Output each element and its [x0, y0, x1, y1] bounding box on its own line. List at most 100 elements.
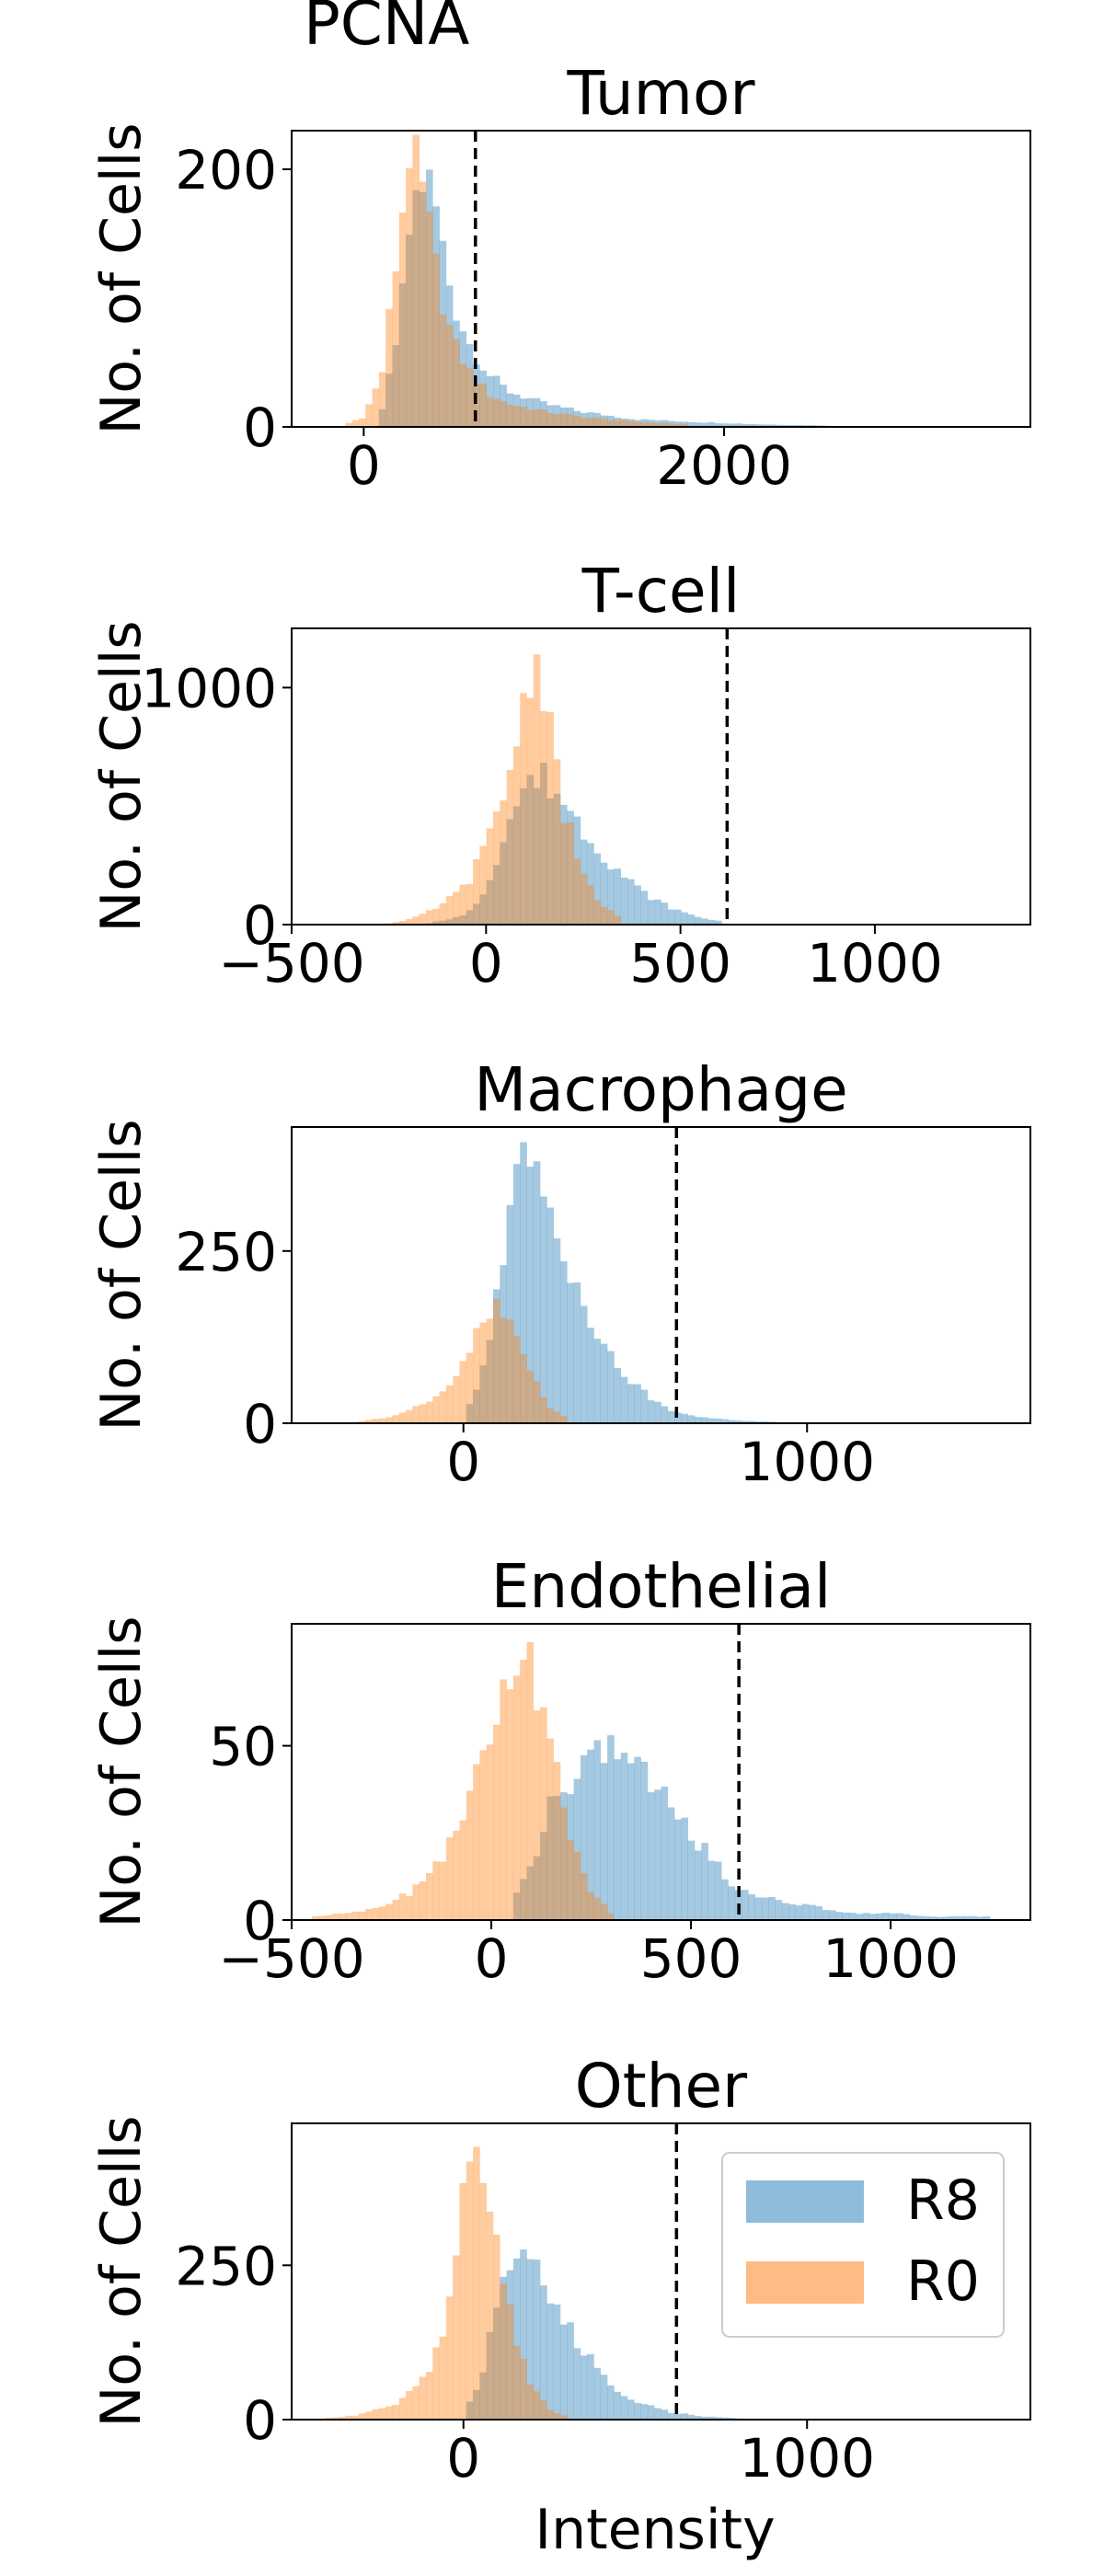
histogram-bar: [829, 1910, 836, 1920]
histogram-bar: [634, 421, 641, 427]
histogram-bar: [580, 412, 588, 427]
histogram-bar: [593, 1897, 602, 1920]
histogram-bar: [795, 1905, 803, 1920]
histogram-bar: [600, 415, 608, 427]
y-tick-label: 0: [243, 1890, 277, 1952]
histogram-bar: [426, 2372, 433, 2420]
histogram-bar: [587, 1328, 594, 1423]
histogram-bar: [614, 2391, 621, 2420]
y-tick-label: 50: [209, 1716, 277, 1778]
panel-macrophage: Macrophage No. of Cells 0 1000 0 250: [89, 1054, 1031, 1493]
histogram-bar: [512, 2345, 521, 2420]
histogram-bar: [439, 920, 447, 925]
histogram-bar: [788, 1903, 796, 1920]
histogram-bar: [553, 414, 561, 427]
histogram-bar: [398, 1893, 407, 1920]
histogram-bar: [540, 1832, 547, 1920]
histogram-bar: [466, 1352, 474, 1423]
histogram-bar: [479, 370, 487, 427]
histogram-bar: [956, 1915, 964, 1920]
histogram-bar: [385, 1903, 393, 1920]
histogram-bar: [640, 2404, 649, 2420]
histogram-bar: [674, 423, 682, 427]
histogram-bar: [762, 424, 769, 427]
histogram-bar: [479, 894, 487, 925]
histogram-bar: [654, 899, 661, 925]
histogram-bar: [809, 1904, 816, 1920]
histogram-bar: [647, 420, 655, 427]
histogram-bar: [607, 869, 615, 925]
histogram-bar: [385, 308, 393, 427]
histogram-bar: [392, 1415, 400, 1423]
histogram-bar: [634, 1756, 641, 1920]
y-axis-label: No. of Cells: [89, 1616, 154, 1928]
histogram-bar: [486, 397, 494, 427]
histogram-bar: [667, 1410, 675, 1423]
histogram-bar: [426, 169, 433, 427]
histogram-bar: [889, 1913, 897, 1920]
histogram-bar: [587, 412, 594, 427]
histogram-bar: [754, 1897, 763, 1920]
histogram-bar: [479, 845, 487, 925]
histogram-bar: [506, 2304, 514, 2420]
histogram-bar: [378, 1418, 386, 1423]
histogram-bar: [654, 1789, 661, 1920]
histogram-bar: [634, 2402, 641, 2420]
y-tick-label: 0: [243, 1393, 277, 1455]
histogram-bar: [560, 2324, 568, 2420]
histogram-bar: [540, 763, 547, 925]
histogram-bar: [614, 868, 621, 925]
histogram-bar: [695, 916, 702, 925]
histogram-bar: [567, 822, 574, 925]
histogram-bar: [707, 1418, 716, 1423]
histogram-bar: [526, 697, 535, 925]
histogram-bar: [627, 879, 635, 925]
histogram-bar: [439, 1391, 447, 1423]
histogram-bar: [392, 1900, 400, 1920]
histogram-bar: [520, 788, 527, 925]
histogram-bar: [681, 2413, 688, 2420]
x-tick-label: 1000: [807, 932, 943, 995]
histogram-bar: [520, 2249, 527, 2420]
histogram-bar: [607, 420, 615, 427]
histogram-bar: [392, 2404, 400, 2420]
histogram-bar: [728, 1886, 736, 1920]
histogram-bar: [943, 1916, 950, 1920]
histogram-bar: [432, 921, 440, 925]
axes-frame: [291, 130, 1031, 428]
histogram-bar: [654, 420, 661, 427]
histogram-bar: [419, 181, 427, 428]
histogram-bar: [493, 375, 500, 427]
histogram-bar: [459, 2182, 467, 2420]
histogram-bar: [520, 1660, 527, 1920]
histogram-bar: [963, 1915, 971, 1920]
histogram-bar: [667, 909, 675, 925]
histogram-bar: [762, 1897, 769, 1920]
histogram-bar: [533, 654, 541, 925]
histogram-bar: [593, 417, 602, 427]
histogram-bar: [573, 816, 581, 925]
histogram-bar: [520, 2358, 527, 2420]
histogram-bar: [526, 397, 535, 427]
histogram-bar: [546, 1408, 554, 1423]
histogram-bar: [500, 385, 507, 427]
histogram-bar: [506, 2270, 514, 2420]
histogram-bar: [553, 1411, 561, 1423]
histogram-bar: [439, 240, 447, 427]
histogram-bar: [815, 1906, 822, 1920]
histogram-bar: [661, 2409, 669, 2420]
histogram-bar: [493, 398, 500, 427]
histogram-bar: [445, 919, 454, 925]
histogram-bar: [493, 1724, 500, 1920]
histogram-bar: [695, 2416, 702, 2420]
histogram-bar: [540, 409, 547, 427]
histogram-bar: [856, 1914, 863, 1920]
histogram-bar: [479, 1322, 487, 1423]
histogram-bar: [486, 2331, 494, 2420]
histogram-bar: [587, 417, 594, 427]
histogram-bar: [412, 1884, 420, 1920]
x-tick-label: 0: [475, 1927, 509, 1990]
histogram-bar: [573, 2348, 581, 2420]
